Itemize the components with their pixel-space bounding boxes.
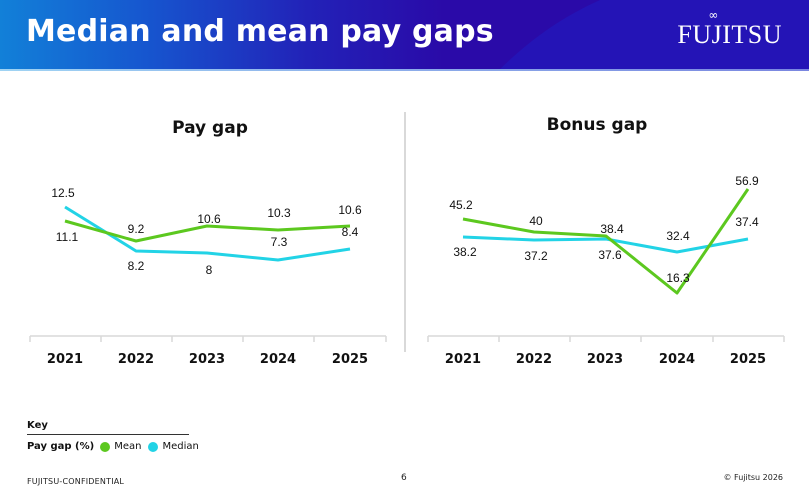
bonus-gap-mean-line <box>462 188 750 295</box>
median-dot-icon <box>148 441 159 452</box>
data-label: 8.4 <box>342 225 359 239</box>
data-label: 10.3 <box>267 206 291 220</box>
x-tick-label: 2025 <box>332 352 368 367</box>
pay-gap-mean-line <box>64 219 351 243</box>
data-label: 38.4 <box>600 222 624 236</box>
legend-label: Pay gap (%) <box>27 441 95 452</box>
data-label: 12.5 <box>51 186 75 200</box>
chart-legend: Key Pay gap (%) Mean Median <box>27 420 199 452</box>
data-label: 45.2 <box>449 198 473 212</box>
x-tick-label: 2023 <box>587 352 623 367</box>
data-label: 9.2 <box>128 222 145 236</box>
data-label: 56.9 <box>735 174 759 188</box>
header-sweep-decoration <box>500 0 809 69</box>
legend-item-mean: Mean <box>100 441 141 452</box>
data-label: 37.2 <box>524 249 548 263</box>
legend-row: Pay gap (%) Mean Median <box>27 441 199 452</box>
x-tick-label: 2025 <box>730 352 766 367</box>
copyright-notice: © Fujitsu 2026 <box>723 473 784 482</box>
bonus-gap-chart-title: Bonus gap <box>546 115 648 135</box>
legend-item-label: Mean <box>114 441 142 452</box>
page-number: 6 <box>401 473 407 483</box>
data-label: 16.3 <box>666 271 690 285</box>
x-tick-label: 2024 <box>659 352 695 367</box>
pay-gap-median-line <box>64 205 351 262</box>
x-tick-label: 2021 <box>445 352 481 367</box>
bonus-gap-median-line <box>462 235 749 254</box>
data-label: 8 <box>206 263 213 277</box>
data-label: 10.6 <box>338 203 362 217</box>
legend-item-label: Median <box>162 441 199 452</box>
charts-canvas: 2021 2022 2023 2024 2025 12.5 11.1 9.2 8… <box>29 174 785 367</box>
x-tick-label: 2022 <box>118 352 154 367</box>
header-divider <box>0 69 809 71</box>
pay-gap-x-axis: 2021 2022 2023 2024 2025 <box>29 335 387 367</box>
slide-header: Median and mean pay gaps ∞ FUJITSU <box>0 0 809 69</box>
data-label: 37.6 <box>598 248 622 262</box>
data-label: 11.1 <box>56 230 79 244</box>
infinity-logo-icon: ∞ <box>708 8 719 22</box>
x-tick-label: 2022 <box>516 352 552 367</box>
fujitsu-logo: ∞ FUJITSU <box>677 8 782 50</box>
bonus-gap-x-axis: 2021 2022 2023 2024 2025 <box>427 335 785 367</box>
data-label: 37.4 <box>735 215 759 229</box>
x-tick-label: 2024 <box>260 352 296 367</box>
slide-title: Median and mean pay gaps <box>26 14 494 49</box>
data-label: 38.2 <box>453 245 477 259</box>
data-label: 10.6 <box>197 212 221 226</box>
pay-gap-chart-title: Pay gap <box>172 118 248 138</box>
data-label: 7.3 <box>271 235 288 249</box>
legend-title: Key <box>27 420 189 435</box>
data-label: 32.4 <box>666 229 690 243</box>
confidential-label: FUJITSU-CONFIDENTIAL <box>27 477 125 486</box>
logo-text: FUJITSU <box>677 20 782 49</box>
x-tick-label: 2021 <box>47 352 83 367</box>
legend-item-median: Median <box>148 441 199 452</box>
data-label: 8.2 <box>128 259 145 273</box>
x-tick-label: 2023 <box>189 352 225 367</box>
mean-dot-icon <box>100 441 111 452</box>
data-label: 40 <box>529 214 543 228</box>
chart-divider <box>404 112 406 352</box>
